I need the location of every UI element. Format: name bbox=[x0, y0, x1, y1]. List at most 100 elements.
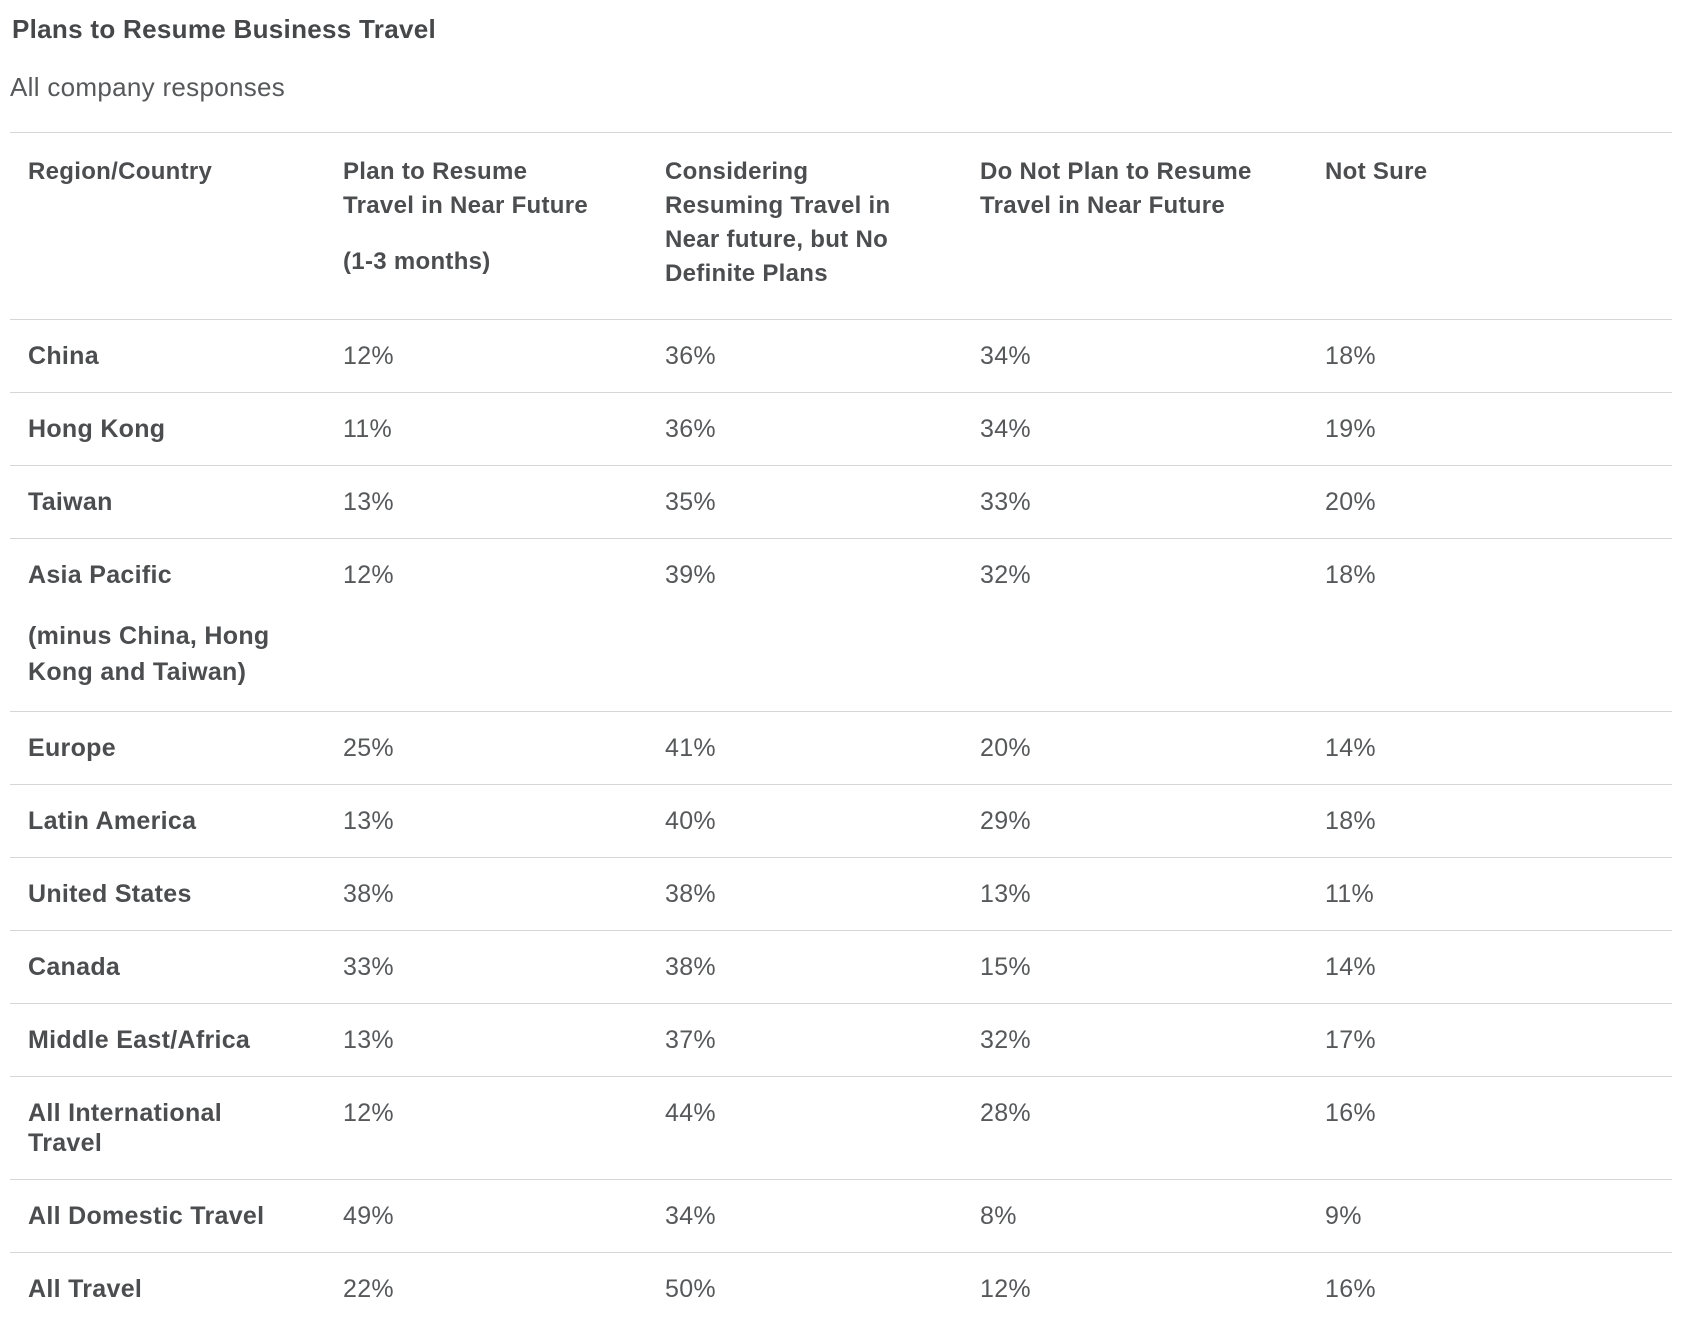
table-row-hong-kong: Hong Kong 11% 36% 34% 19% bbox=[10, 392, 1672, 466]
value-considering: 35% bbox=[665, 488, 716, 516]
value-not-sure: 18% bbox=[1325, 342, 1376, 370]
column-header-plan-to-resume: Plan to Resume Travel in Near Future (1-… bbox=[343, 133, 665, 320]
value-considering: 36% bbox=[665, 342, 716, 370]
table-row-europe: Europe 25% 41% 20% 14% bbox=[10, 711, 1672, 785]
table-row-china: China 12% 36% 34% 18% bbox=[10, 319, 1672, 393]
region-label: Europe bbox=[10, 712, 343, 785]
value-do-not-plan: 33% bbox=[980, 488, 1031, 516]
value-not-sure: 16% bbox=[1325, 1099, 1376, 1127]
value-do-not-plan: 34% bbox=[980, 415, 1031, 443]
value-considering: 38% bbox=[665, 880, 716, 908]
value-considering: 44% bbox=[665, 1099, 716, 1127]
value-not-sure: 14% bbox=[1325, 734, 1376, 762]
value-not-sure: 9% bbox=[1325, 1202, 1362, 1230]
region-label: Asia Pacific (minus China, Hong Kong and… bbox=[10, 539, 343, 712]
table-header: Region/Country Plan to Resume Travel in … bbox=[10, 132, 1672, 320]
region-label: Middle East/Africa bbox=[10, 1004, 343, 1077]
table-row-all-domestic-travel: All Domestic Travel 49% 34% 8% 9% bbox=[10, 1179, 1672, 1253]
value-not-sure: 16% bbox=[1325, 1275, 1376, 1303]
column-header-plan-sub: (1-3 months) bbox=[343, 248, 491, 275]
column-header-considering-label: Considering Resuming Travel in Near futu… bbox=[665, 158, 891, 287]
value-considering: 39% bbox=[665, 561, 716, 589]
region-name: Canada bbox=[28, 953, 121, 981]
region-note: (minus China, Hong Kong and Taiwan) bbox=[28, 622, 270, 686]
value-plan-to-resume: 12% bbox=[343, 561, 394, 589]
value-do-not-plan: 32% bbox=[980, 1026, 1031, 1054]
value-plan-to-resume: 25% bbox=[343, 734, 394, 762]
region-name: United States bbox=[28, 880, 192, 908]
region-label: Taiwan bbox=[10, 466, 343, 539]
value-plan-to-resume: 49% bbox=[343, 1202, 394, 1230]
value-plan-to-resume: 22% bbox=[343, 1275, 394, 1303]
page-subtitle: All company responses bbox=[10, 72, 286, 102]
region-name: China bbox=[28, 342, 99, 370]
region-label: Canada bbox=[10, 931, 343, 1004]
value-not-sure: 11% bbox=[1325, 880, 1375, 908]
region-name: Middle East/Africa bbox=[28, 1026, 251, 1054]
region-label: Hong Kong bbox=[10, 393, 343, 466]
value-do-not-plan: 32% bbox=[980, 561, 1031, 589]
table-body: China 12% 36% 34% 18% Hong Kong 11% 36% … bbox=[10, 319, 1672, 1326]
value-plan-to-resume: 12% bbox=[343, 342, 394, 370]
region-label: Latin America bbox=[10, 785, 343, 858]
region-name: Hong Kong bbox=[28, 415, 166, 443]
value-not-sure: 17% bbox=[1325, 1026, 1376, 1054]
region-label: China bbox=[10, 320, 343, 393]
value-do-not-plan: 13% bbox=[980, 880, 1031, 908]
value-do-not-plan: 12% bbox=[980, 1275, 1031, 1303]
value-considering: 50% bbox=[665, 1275, 716, 1303]
region-label: All Domestic Travel bbox=[10, 1180, 343, 1253]
value-plan-to-resume: 13% bbox=[343, 488, 394, 516]
column-header-region: Region/Country bbox=[10, 133, 343, 320]
value-considering: 40% bbox=[665, 807, 716, 835]
value-do-not-plan: 15% bbox=[980, 953, 1031, 981]
business-travel-table: Region/Country Plan to Resume Travel in … bbox=[10, 132, 1672, 1325]
region-label: All Travel bbox=[10, 1253, 343, 1326]
region-name: All Travel bbox=[28, 1275, 143, 1303]
value-do-not-plan: 34% bbox=[980, 342, 1031, 370]
column-header-plan-main: Plan to Resume Travel in Near Future bbox=[343, 158, 589, 219]
region-name: Asia Pacific bbox=[28, 561, 172, 589]
table-row-all-international-travel: All International Travel 12% 44% 28% 16% bbox=[10, 1076, 1672, 1180]
value-not-sure: 14% bbox=[1325, 953, 1376, 981]
value-considering: 38% bbox=[665, 953, 716, 981]
page-title: Plans to Resume Business Travel bbox=[12, 14, 437, 44]
table-row-asia-pacific: Asia Pacific (minus China, Hong Kong and… bbox=[10, 538, 1672, 712]
value-do-not-plan: 20% bbox=[980, 734, 1031, 762]
column-header-considering: Considering Resuming Travel in Near futu… bbox=[665, 133, 980, 320]
table-header-row: Region/Country Plan to Resume Travel in … bbox=[10, 132, 1672, 320]
table-row-latin-america: Latin America 13% 40% 29% 18% bbox=[10, 784, 1672, 858]
table-row-all-travel: All Travel 22% 50% 12% 16% bbox=[10, 1252, 1672, 1326]
value-plan-to-resume: 12% bbox=[343, 1099, 394, 1127]
region-name: Latin America bbox=[28, 807, 197, 835]
region-label: All International Travel bbox=[10, 1077, 343, 1180]
region-name: All Domestic Travel bbox=[28, 1202, 265, 1230]
value-considering: 37% bbox=[665, 1026, 716, 1054]
value-do-not-plan: 8% bbox=[980, 1202, 1017, 1230]
table-row-united-states: United States 38% 38% 13% 11% bbox=[10, 857, 1672, 931]
value-not-sure: 18% bbox=[1325, 807, 1376, 835]
region-label: United States bbox=[10, 858, 343, 931]
region-name: All International Travel bbox=[28, 1099, 223, 1157]
column-header-region-label: Region/Country bbox=[28, 158, 213, 185]
value-considering: 41% bbox=[665, 734, 716, 762]
table-row-taiwan: Taiwan 13% 35% 33% 20% bbox=[10, 465, 1672, 539]
value-plan-to-resume: 13% bbox=[343, 1026, 394, 1054]
column-header-not-sure: Not Sure bbox=[1325, 133, 1672, 320]
value-plan-to-resume: 13% bbox=[343, 807, 394, 835]
value-do-not-plan: 29% bbox=[980, 807, 1031, 835]
region-name: Taiwan bbox=[28, 488, 113, 516]
value-considering: 36% bbox=[665, 415, 716, 443]
value-plan-to-resume: 38% bbox=[343, 880, 394, 908]
value-plan-to-resume: 33% bbox=[343, 953, 394, 981]
value-not-sure: 20% bbox=[1325, 488, 1376, 516]
value-considering: 34% bbox=[665, 1202, 716, 1230]
value-not-sure: 19% bbox=[1325, 415, 1376, 443]
value-do-not-plan: 28% bbox=[980, 1099, 1031, 1127]
table-row-canada: Canada 33% 38% 15% 14% bbox=[10, 930, 1672, 1004]
column-header-do-not-plan-label: Do Not Plan to Resume Travel in Near Fut… bbox=[980, 158, 1252, 219]
value-not-sure: 18% bbox=[1325, 561, 1376, 589]
region-name: Europe bbox=[28, 734, 116, 762]
column-header-do-not-plan: Do Not Plan to Resume Travel in Near Fut… bbox=[980, 133, 1325, 320]
